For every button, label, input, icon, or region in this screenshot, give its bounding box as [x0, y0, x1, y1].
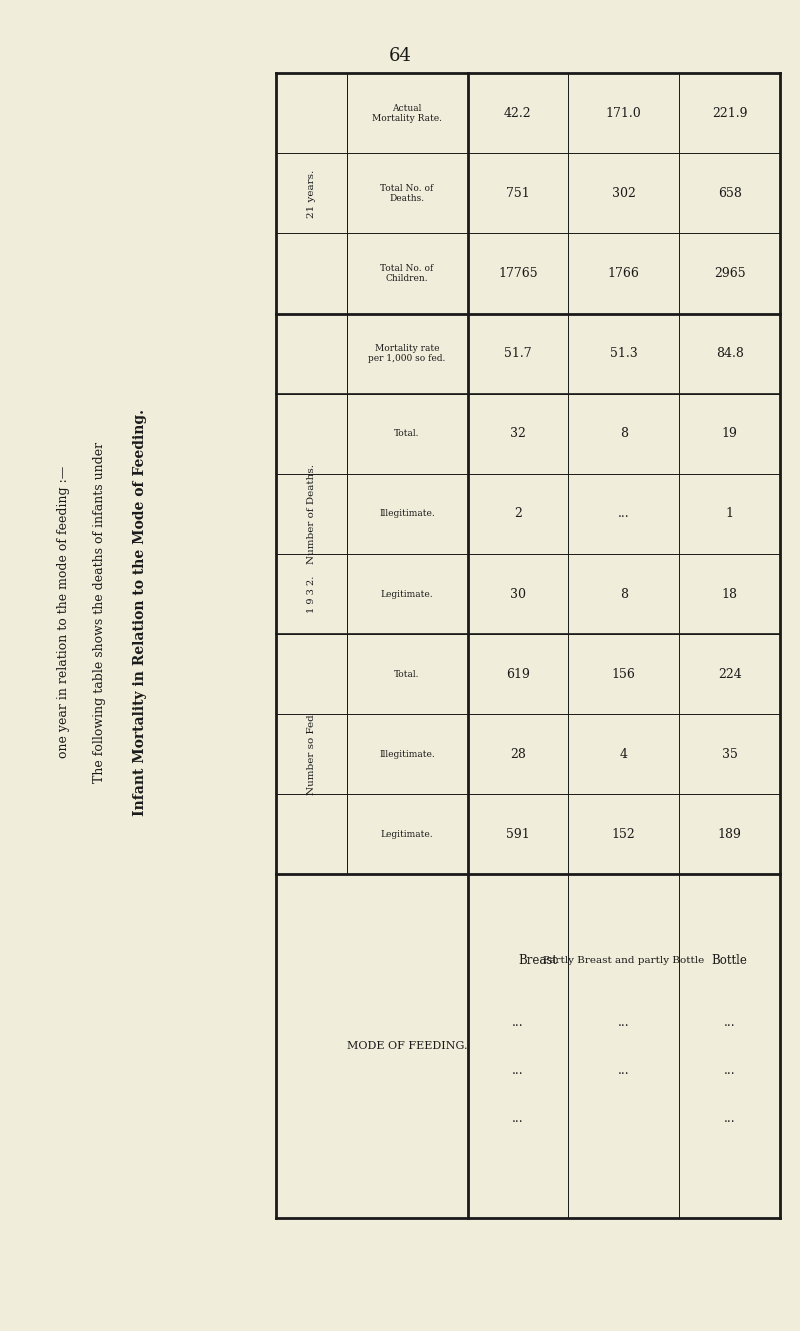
Text: 189: 189 — [718, 828, 742, 841]
Text: Number so Fed: Number so Fed — [306, 713, 316, 795]
Text: 30: 30 — [510, 587, 526, 600]
Text: Infant Mortality in Relation to the Mode of Feeding.: Infant Mortality in Relation to the Mode… — [133, 409, 147, 816]
Text: 156: 156 — [612, 668, 636, 680]
Text: 35: 35 — [722, 748, 738, 761]
Text: 18: 18 — [722, 587, 738, 600]
Text: 302: 302 — [612, 186, 636, 200]
Text: Partly Breast and partly Bottle: Partly Breast and partly Bottle — [543, 956, 704, 965]
Text: Legitimate.: Legitimate. — [381, 590, 434, 599]
Text: 64: 64 — [389, 47, 411, 65]
Text: 4: 4 — [620, 748, 628, 761]
Text: 221.9: 221.9 — [712, 106, 747, 120]
Text: MODE OF FEEDING.: MODE OF FEEDING. — [346, 1041, 467, 1051]
Text: Mortality rate
per 1,000 so fed.: Mortality rate per 1,000 so fed. — [368, 343, 446, 363]
Text: ...: ... — [512, 1063, 524, 1077]
Text: 619: 619 — [506, 668, 530, 680]
Text: Illegitimate.: Illegitimate. — [379, 510, 435, 518]
Text: 51.7: 51.7 — [504, 347, 532, 361]
Text: 658: 658 — [718, 186, 742, 200]
Text: 1766: 1766 — [608, 268, 640, 280]
Text: The following table shows the deaths of infants under: The following table shows the deaths of … — [94, 442, 106, 783]
Text: 8: 8 — [620, 427, 628, 441]
Text: ...: ... — [512, 1111, 524, 1125]
Text: Total No. of
Children.: Total No. of Children. — [381, 264, 434, 284]
Text: Total No. of
Deaths.: Total No. of Deaths. — [381, 184, 434, 204]
Text: 8: 8 — [620, 587, 628, 600]
Text: ...: ... — [724, 1063, 735, 1077]
Text: ...: ... — [618, 1063, 630, 1077]
Text: Bottle: Bottle — [712, 954, 747, 966]
Text: 42.2: 42.2 — [504, 106, 532, 120]
Text: 32: 32 — [510, 427, 526, 441]
Text: 171.0: 171.0 — [606, 106, 642, 120]
Text: Actual
Mortality Rate.: Actual Mortality Rate. — [372, 104, 442, 122]
Text: ...: ... — [512, 1016, 524, 1029]
Text: 152: 152 — [612, 828, 636, 841]
Text: one year in relation to the mode of feeding :—: one year in relation to the mode of feed… — [58, 466, 70, 759]
Text: 51.3: 51.3 — [610, 347, 638, 361]
Text: 591: 591 — [506, 828, 530, 841]
Text: 19: 19 — [722, 427, 738, 441]
Text: 1 9 3 2.: 1 9 3 2. — [306, 575, 316, 612]
Text: Illegitimate.: Illegitimate. — [379, 749, 435, 759]
Text: 2965: 2965 — [714, 268, 746, 280]
Text: 28: 28 — [510, 748, 526, 761]
Text: 1: 1 — [726, 507, 734, 520]
Text: 2: 2 — [514, 507, 522, 520]
Text: 21 years.: 21 years. — [306, 169, 316, 217]
Text: Total.: Total. — [394, 430, 420, 438]
Text: 751: 751 — [506, 186, 530, 200]
Text: Breast: Breast — [518, 954, 557, 966]
Text: 224: 224 — [718, 668, 742, 680]
Text: Total.: Total. — [394, 669, 420, 679]
Text: ...: ... — [724, 1016, 735, 1029]
Text: Number of Deaths.: Number of Deaths. — [306, 465, 316, 564]
Text: 84.8: 84.8 — [716, 347, 743, 361]
Text: Legitimate.: Legitimate. — [381, 831, 434, 839]
Text: 17765: 17765 — [498, 268, 538, 280]
Text: ...: ... — [618, 1016, 630, 1029]
Text: ...: ... — [724, 1111, 735, 1125]
Text: ...: ... — [618, 507, 630, 520]
